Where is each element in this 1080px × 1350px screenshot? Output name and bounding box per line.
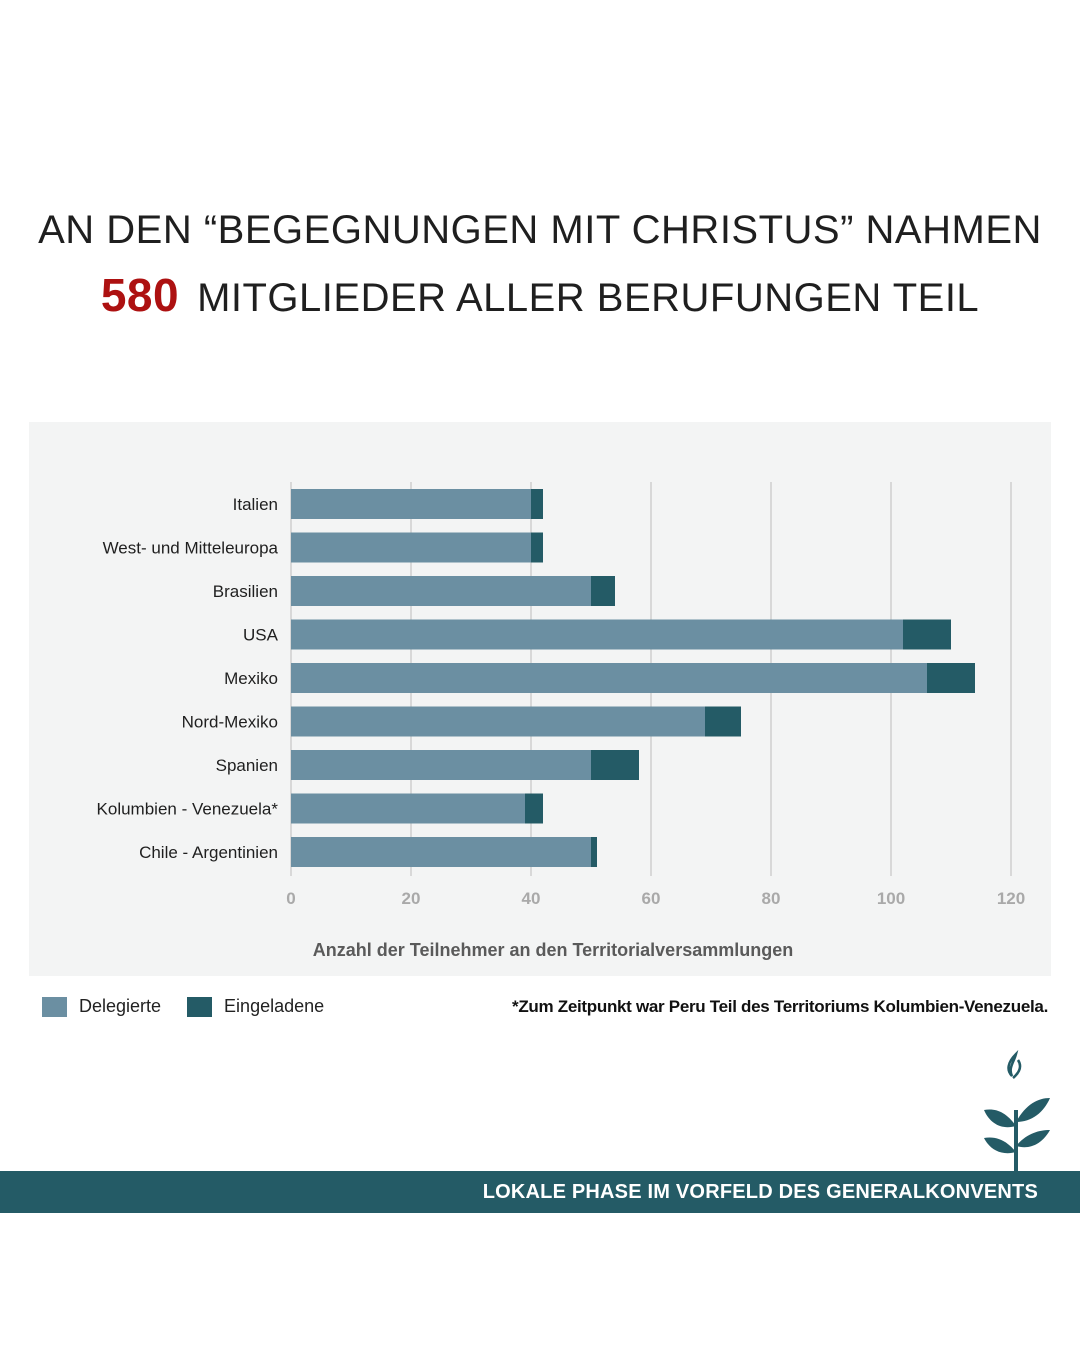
category-label: Brasilien xyxy=(213,582,278,601)
bar-delegates xyxy=(291,576,591,606)
x-tick-label: 0 xyxy=(286,889,295,908)
x-tick-label: 80 xyxy=(762,889,781,908)
bar-invited xyxy=(927,663,975,693)
plant-logo-icon xyxy=(984,1050,1050,1172)
headline-line-1: AN DEN “BEGEGNUNGEN MIT CHRISTUS” NAHMEN xyxy=(38,208,1042,252)
bar-invited xyxy=(591,576,615,606)
category-label: Mexiko xyxy=(224,669,278,688)
bar-delegates xyxy=(291,532,531,563)
category-label: USA xyxy=(243,626,279,645)
category-label: West- und Mitteleuropa xyxy=(103,539,279,558)
bar-chart: 0 20 40 60 80 100 120 Italien West- und Mitteleu… xyxy=(97,482,1025,960)
category-label: Nord-Mexiko xyxy=(182,713,278,732)
bar-invited xyxy=(531,532,543,563)
bar-delegates xyxy=(291,837,591,867)
x-tick-label: 40 xyxy=(522,889,541,908)
x-tick-label: 60 xyxy=(642,889,661,908)
legend-item-delegates: Delegierte xyxy=(42,996,161,1017)
legend-swatch-delegates xyxy=(42,996,67,1017)
legend-item-invited: Eingeladene xyxy=(187,996,324,1017)
legend-label-delegates: Delegierte xyxy=(79,996,162,1016)
x-tick-label: 100 xyxy=(877,889,905,908)
category-label: Chile - Argentinien xyxy=(139,843,278,862)
bar-delegates xyxy=(291,663,927,693)
category-label: Kolumbien - Venezuela* xyxy=(97,800,279,819)
bar-invited xyxy=(591,837,597,867)
bar-delegates xyxy=(291,706,705,737)
legend-swatch-invited xyxy=(187,996,213,1017)
bar-delegates xyxy=(291,619,903,650)
x-tick-label: 120 xyxy=(997,889,1025,908)
bar-invited xyxy=(705,706,741,737)
x-tick-label: 20 xyxy=(402,889,421,908)
bar-delegates xyxy=(291,793,525,824)
category-label: Italien xyxy=(233,495,278,514)
bar-invited xyxy=(903,619,951,650)
x-axis-label: Anzahl der Teilnehmer an den Territorial… xyxy=(313,940,793,960)
footer-bar: LOKALE PHASE IM VORFELD DES GENERALKONVE… xyxy=(0,1171,1080,1213)
headline-line-2: 580 MITGLIEDER ALLER BERUFUNGEN TEIL xyxy=(0,268,1080,322)
member-count-highlight: 580 xyxy=(100,269,180,321)
headline-line-2-text: MITGLIEDER ALLER BERUFUNGEN TEIL xyxy=(197,276,980,320)
bar-delegates xyxy=(291,750,591,780)
footnote: *Zum Zeitpunkt war Peru Teil des Territo… xyxy=(512,997,1048,1016)
bar-delegates xyxy=(291,489,531,519)
chart-panel: 0 20 40 60 80 100 120 Italien West- und Mitteleu… xyxy=(29,422,1051,976)
footer-text: LOKALE PHASE IM VORFELD DES GENERALKONVE… xyxy=(482,1181,1038,1203)
legend-label-invited: Eingeladene xyxy=(224,996,325,1016)
bar-invited xyxy=(591,750,639,780)
bar-invited xyxy=(525,793,543,824)
legend: Delegierte Eingeladene xyxy=(42,996,350,1017)
bar-invited xyxy=(531,489,543,519)
category-label: Spanien xyxy=(216,756,278,775)
